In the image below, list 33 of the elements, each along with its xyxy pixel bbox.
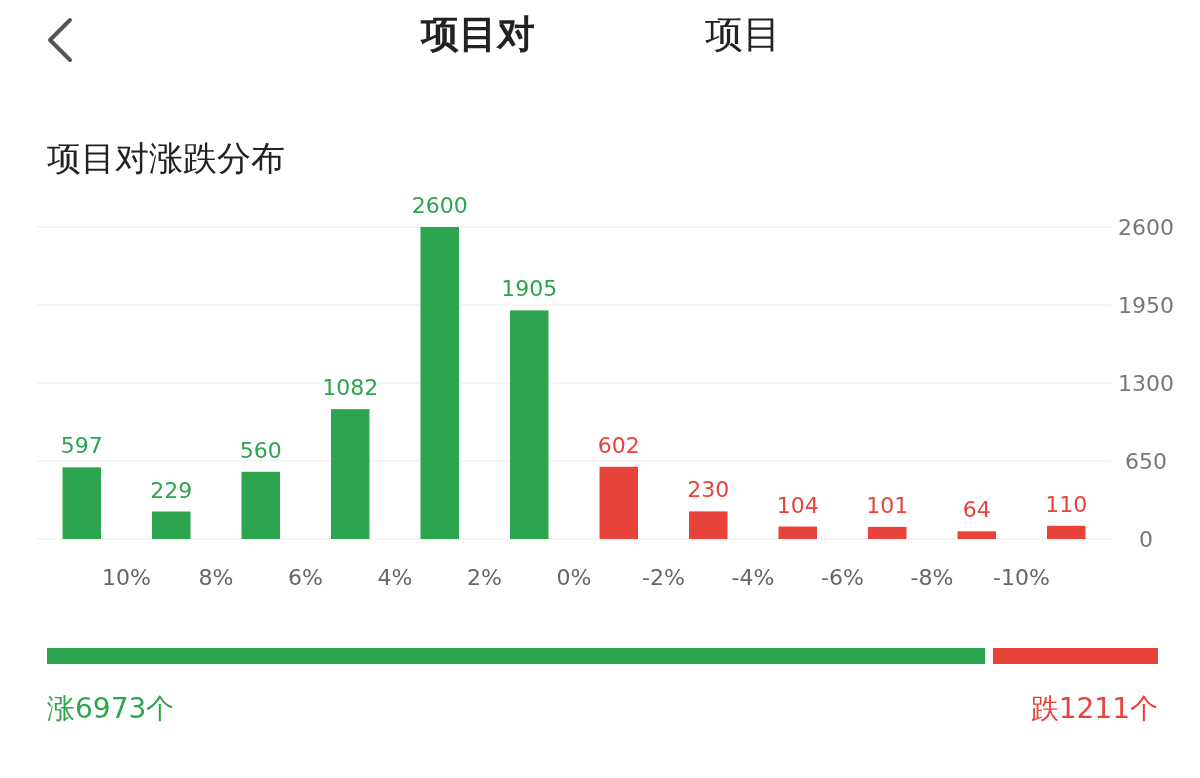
chart-title: 项目对涨跌分布 [47, 138, 285, 178]
data-label: 602 [597, 432, 640, 458]
data-label: 64 [962, 497, 991, 523]
x-tick-label: 10% [102, 565, 151, 590]
x-tick-label: -10% [993, 565, 1050, 590]
data-label: 560 [239, 437, 282, 463]
x-tick-label: 8% [198, 565, 234, 590]
text: 跌1211个 [1030, 692, 1158, 725]
data-label: 110 [1045, 491, 1088, 517]
x-tick-label: -4% [731, 565, 775, 590]
y-tick-label: 1300 [1118, 371, 1174, 396]
data-label: 597 [60, 433, 103, 459]
data-label: 101 [866, 492, 909, 518]
text: 项目对 [420, 12, 535, 56]
y-tick-label: 0 [1139, 527, 1153, 552]
data-label: 230 [687, 477, 730, 503]
text: 涨6973个 [47, 692, 175, 725]
x-tick-label: -6% [821, 565, 864, 590]
data-label: 2600 [411, 193, 468, 218]
x-tick-label: 2% [467, 565, 502, 590]
data-label: 1082 [322, 375, 379, 401]
text: 项目 [705, 12, 781, 56]
data-label: 1905 [501, 276, 558, 302]
y-tick-label: 650 [1125, 449, 1167, 474]
y-tick-label: 2600 [1118, 215, 1174, 240]
x-tick-label: 4% [377, 565, 413, 590]
x-tick-label: -2% [642, 565, 685, 590]
y-tick-label: 1950 [1118, 293, 1174, 318]
data-label: 229 [150, 477, 193, 503]
x-tick-label: -8% [910, 565, 954, 590]
x-tick-label: 0% [556, 565, 592, 590]
x-tick-label: 6% [288, 565, 323, 590]
data-label: 104 [776, 492, 819, 518]
